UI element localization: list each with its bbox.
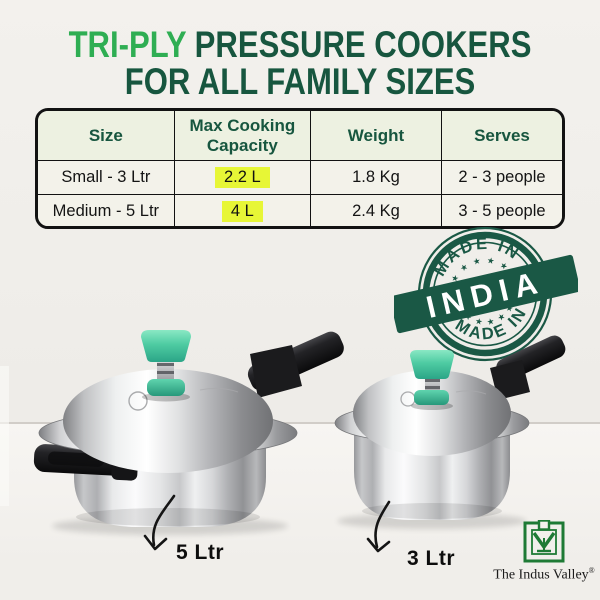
header-serves: Serves bbox=[440, 111, 562, 161]
title-line1: TRI-PLY PRESSURE COOKERS bbox=[48, 26, 552, 63]
wall-seam-line bbox=[0, 422, 600, 424]
arrowhead-5ltr bbox=[143, 534, 168, 551]
page-title: TRI-PLY PRESSURE COOKERS FOR ALL FAMILY … bbox=[48, 26, 552, 100]
header-size: Size bbox=[38, 111, 175, 161]
indus-valley-logo-icon bbox=[523, 520, 565, 563]
stamp-banner bbox=[394, 254, 578, 334]
cell-weight: 2.4 Kg bbox=[309, 194, 442, 226]
label-5ltr: 5 Ltr bbox=[176, 541, 225, 564]
arrow-to-5ltr bbox=[151, 494, 176, 547]
cooker-3ltr bbox=[334, 335, 566, 529]
whistle-knob bbox=[410, 350, 454, 379]
cooker-shadow bbox=[337, 513, 527, 529]
title-rest: PRESSURE COOKERS bbox=[194, 24, 532, 65]
highlight-value: 2.2 L bbox=[215, 167, 270, 188]
knob-base bbox=[414, 390, 449, 405]
cell-serves: 2 - 3 people bbox=[440, 160, 562, 195]
header-capacity: Max Cooking Capacity bbox=[173, 111, 311, 161]
brand-text: The Indus Valley bbox=[493, 567, 589, 583]
header-row: Size Max Cooking Capacity Weight Serves bbox=[38, 111, 562, 161]
cell-capacity: 2.2 L bbox=[173, 160, 311, 195]
lid-etching bbox=[455, 390, 487, 395]
title-brand-word: TRI-PLY bbox=[68, 24, 187, 65]
brand-block: The Indus Valley® bbox=[488, 520, 600, 584]
body-bottom-shade bbox=[76, 508, 260, 526]
arrowhead-3ltr bbox=[366, 537, 391, 553]
cell-capacity: 4 L bbox=[173, 194, 311, 226]
knob-base bbox=[147, 379, 185, 396]
brand-name: The Indus Valley® bbox=[488, 566, 600, 584]
lid-dome bbox=[63, 369, 273, 473]
highlight-value: 4 L bbox=[221, 201, 263, 222]
arrow-to-3ltr bbox=[374, 500, 391, 549]
whistle-knob bbox=[141, 330, 191, 362]
lid-marking bbox=[128, 391, 148, 411]
table-row: Small - 3 Ltr 2.2 L 1.8 Kg 2 - 3 people bbox=[38, 160, 562, 195]
cell-serves: 3 - 5 people bbox=[440, 194, 562, 226]
title-line2: FOR ALL FAMILY SIZES bbox=[124, 61, 476, 102]
handle-bracket bbox=[490, 360, 530, 400]
table-row: Medium - 5 Ltr 4 L 2.4 Kg 3 - 5 people bbox=[38, 194, 562, 226]
cooker-5ltr bbox=[33, 330, 344, 535]
wall-corner-highlight bbox=[0, 366, 9, 506]
label-3ltr: 3 Ltr bbox=[407, 547, 456, 570]
lid-etching bbox=[199, 387, 239, 393]
made-in-india-stamp: MADE IN MADE IN ★ ★ ★ ★ ★ ★ ★ ★ ★ ★ INDI… bbox=[394, 225, 578, 362]
spec-table: Size Max Cooking Capacity Weight Serves … bbox=[35, 108, 565, 229]
cell-size: Medium - 5 Ltr bbox=[38, 194, 175, 226]
body-bottom-shade bbox=[362, 503, 502, 519]
cell-size: Small - 3 Ltr bbox=[38, 160, 175, 195]
cell-weight: 1.8 Kg bbox=[309, 160, 442, 195]
registered-mark: ® bbox=[588, 566, 595, 575]
handle-bracket bbox=[250, 345, 302, 398]
